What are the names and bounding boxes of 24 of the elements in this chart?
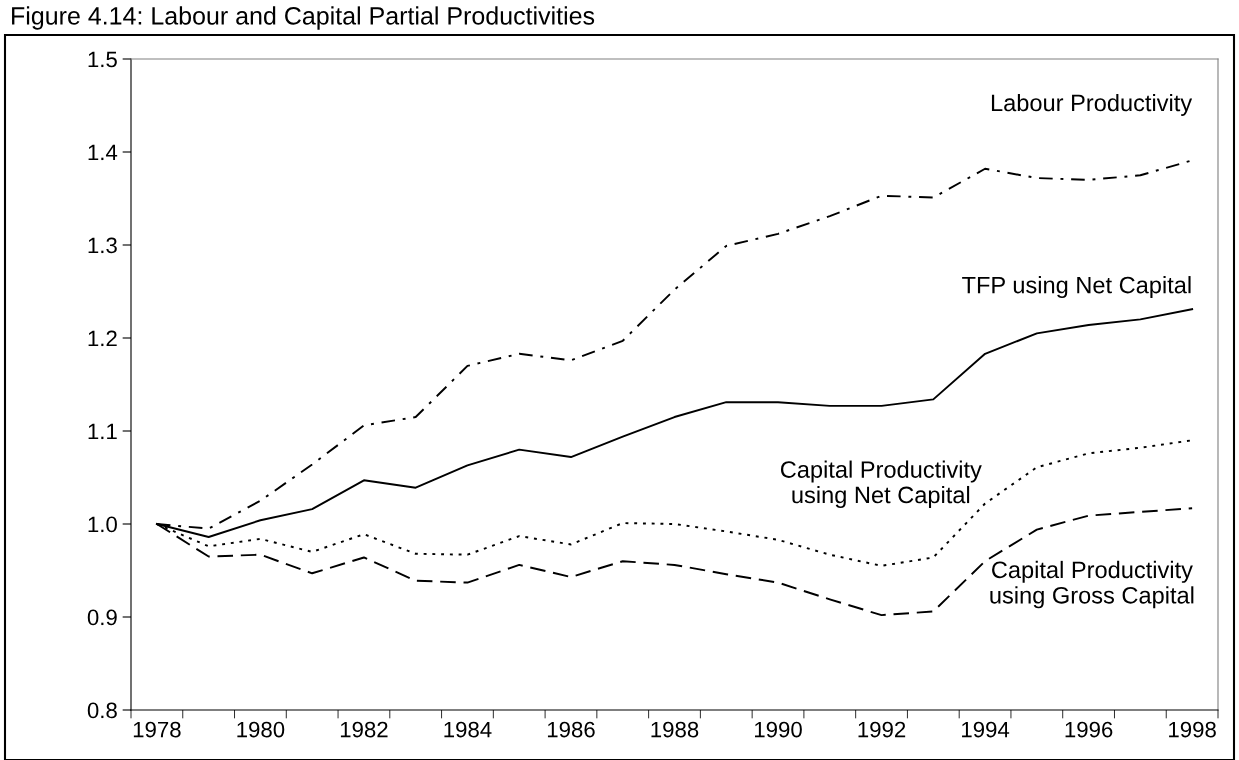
y-tick-label: 1.2 <box>88 330 117 347</box>
x-tick-label: 1990 <box>755 721 802 738</box>
series-label: Capital Productivity using Net Capital <box>780 460 982 508</box>
y-tick-label: 1.0 <box>88 516 117 533</box>
y-tick-label: 0.9 <box>87 609 117 626</box>
x-tick-label: 1998 <box>1169 721 1216 738</box>
series-label: Capital Productivity using Gross Capital <box>990 560 1194 609</box>
x-tick-label: 1988 <box>651 721 699 738</box>
series-label: Labour Productivity <box>991 93 1193 116</box>
x-tick-label: 1982 <box>340 721 388 738</box>
x-tick-label: 1986 <box>547 721 595 738</box>
y-tick-label: 1.5 <box>88 51 117 68</box>
x-tick-label: 1996 <box>1065 721 1113 738</box>
chart-title: Figure 4.14: Labour and Capital Partial Productivities <box>12 6 595 30</box>
y-tick-label: 0.8 <box>87 702 117 719</box>
y-tick-label: 1.3 <box>88 237 117 254</box>
y-tick-label: 1.4 <box>88 144 118 161</box>
x-tick-label: 1984 <box>444 721 492 738</box>
x-tick-label: 1978 <box>133 721 181 738</box>
series-label: TFP using Net Capital <box>962 276 1191 299</box>
x-tick-label: 1980 <box>237 721 285 738</box>
x-tick-label: 1994 <box>962 721 1010 738</box>
x-tick-label: 1992 <box>858 721 906 738</box>
y-tick-label: 1.1 <box>88 423 117 440</box>
